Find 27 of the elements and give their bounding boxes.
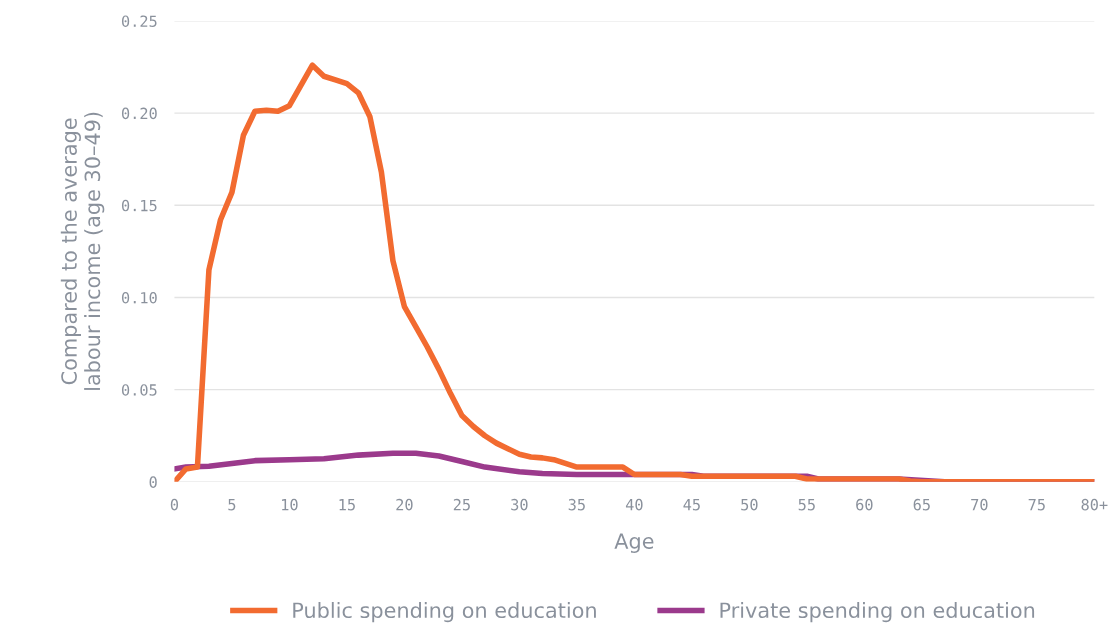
x-tick-label: 15 <box>339 499 355 511</box>
y-tick-label: 0.10 <box>121 291 157 304</box>
x-tick-label: 10 <box>282 498 298 511</box>
x-tick-label: 20 <box>396 498 413 511</box>
x-tick-label: 65 <box>913 498 930 511</box>
x-tick-label: 40 <box>625 498 643 511</box>
x-axis-title: Age <box>614 533 654 553</box>
legend-label: Private spending on education <box>720 601 1035 623</box>
y-tick-label: 0.05 <box>121 384 157 396</box>
x-tick-label: 70 <box>971 498 988 511</box>
x-tick-label: 60 <box>856 498 873 511</box>
x-tick-label: 5 <box>228 499 236 511</box>
y-tick-label: 0.15 <box>121 199 157 212</box>
x-tick-label: 45 <box>683 499 700 511</box>
x-tick-label: 0 <box>170 498 179 511</box>
x-tick-label: 55 <box>798 499 815 511</box>
y-tick-label: 0 <box>149 476 157 488</box>
x-tick-label: 25 <box>453 498 470 511</box>
x-tick-label: 35 <box>568 498 585 511</box>
x-tick-label: 75 <box>1028 499 1045 511</box>
y-tick-label: 0.20 <box>121 107 157 120</box>
legend-label: Public spending on education <box>293 601 596 623</box>
x-tick-label: 80+ <box>1081 498 1108 511</box>
y-axis-title: Compared to the average labour income (age 30–49) <box>60 112 105 390</box>
y-tick-label: 0.25 <box>121 15 157 27</box>
x-tick-label: 30 <box>511 498 528 511</box>
x-tick-label: 50 <box>741 498 758 511</box>
